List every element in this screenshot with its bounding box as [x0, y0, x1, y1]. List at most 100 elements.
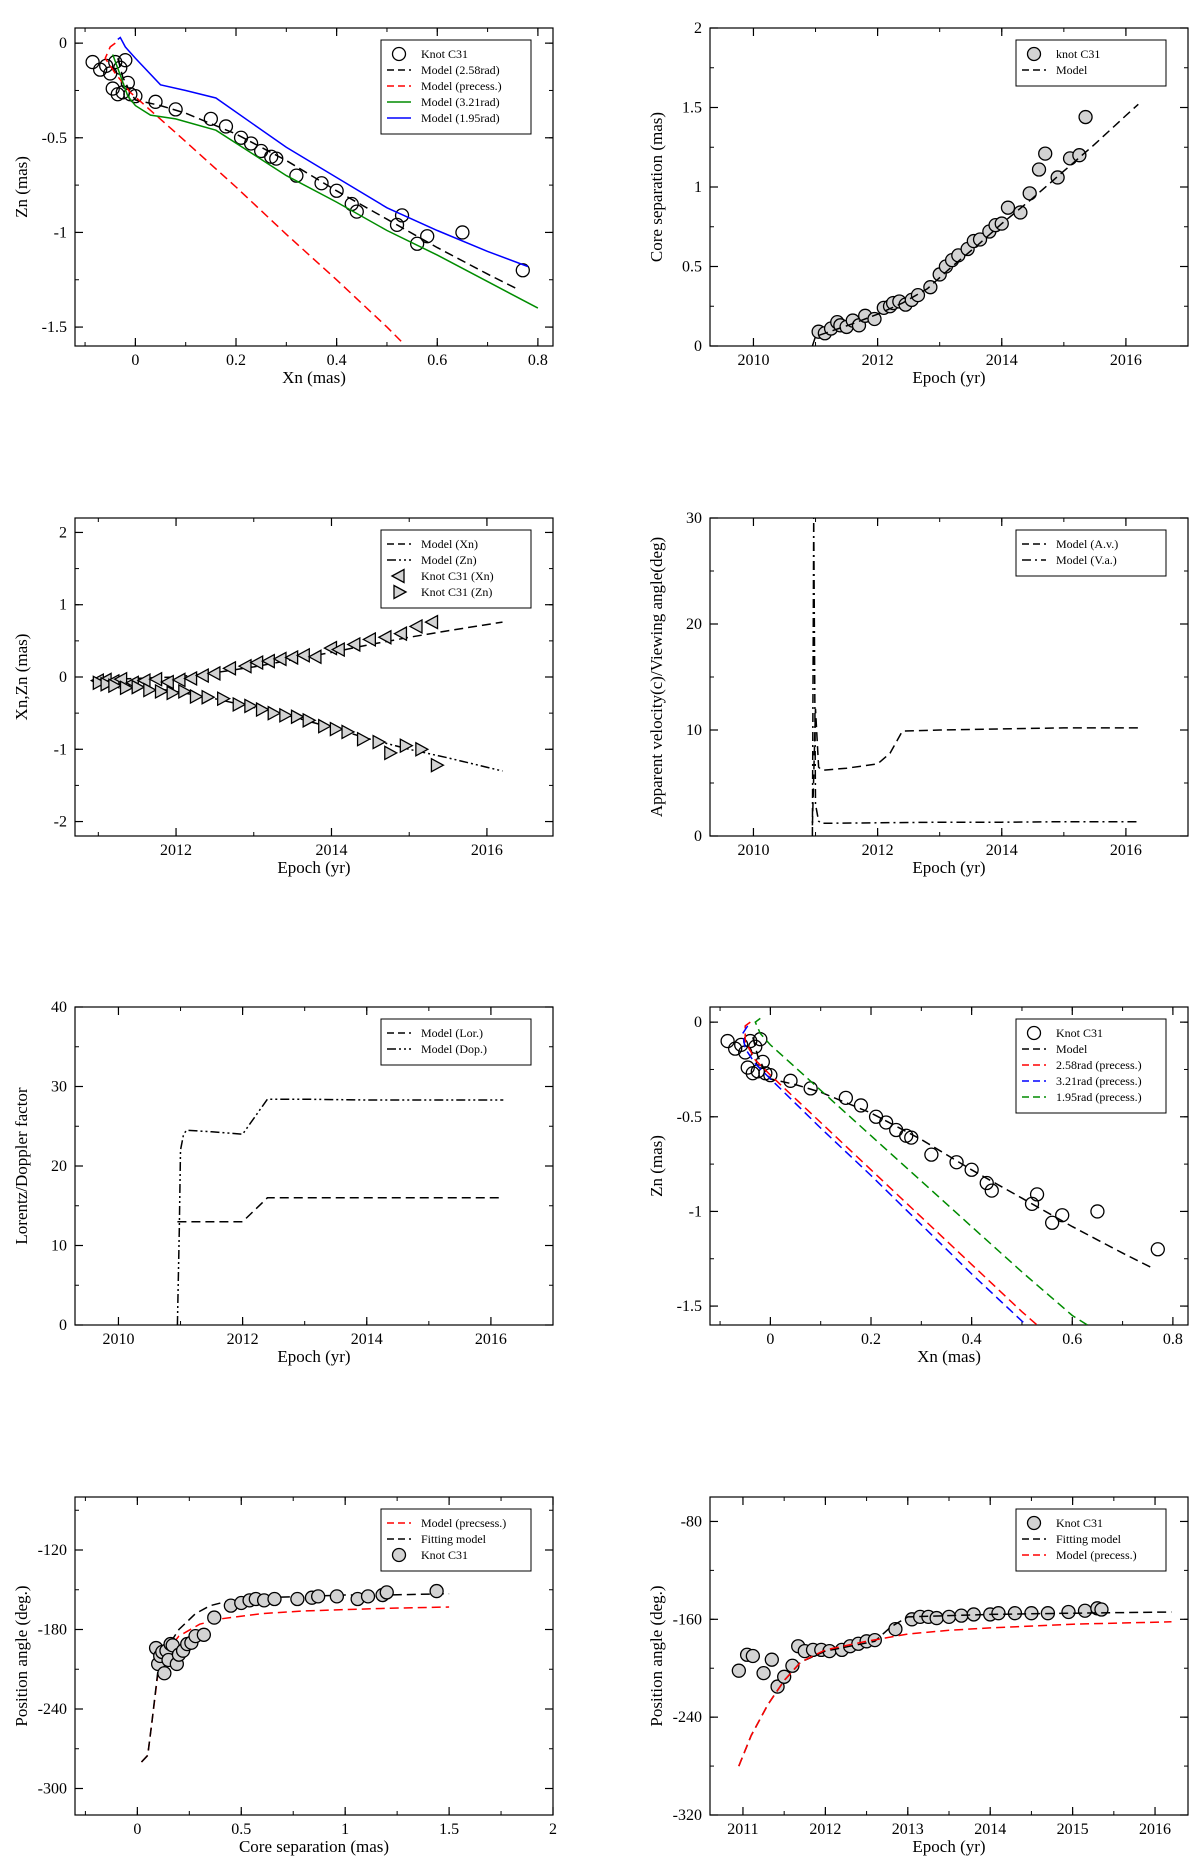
- data-point: [302, 712, 317, 728]
- data-point: [329, 1589, 345, 1604]
- y-tick-label: -1.5: [42, 319, 67, 336]
- y-tick-label: 20: [686, 616, 702, 633]
- y-tick-label: 10: [686, 722, 702, 739]
- data-point: [1013, 205, 1028, 220]
- x-tick-label: 0: [131, 352, 139, 369]
- x-tick-label: 2010: [737, 352, 769, 369]
- data-point: [237, 658, 252, 674]
- data-point: [430, 757, 445, 773]
- y-axis-label: Apparent velocity(c)/Viewing angle(deg): [647, 537, 666, 817]
- data-point: [770, 1679, 785, 1694]
- y-tick-label: 1: [59, 597, 67, 614]
- y-tick-label: -0.5: [677, 1109, 702, 1126]
- y-tick-label: 0: [694, 828, 702, 845]
- data-point: [1055, 1208, 1070, 1223]
- y-tick-label: -0.5: [42, 130, 67, 147]
- plot-frame: [74, 1496, 554, 1816]
- data-point: [393, 626, 408, 642]
- data-point: [206, 665, 221, 681]
- plot-area: [89, 614, 503, 773]
- series-line-2: [176, 1098, 504, 1325]
- y-tick-label: -240: [38, 1701, 67, 1718]
- x-tick-label: 0: [133, 1821, 141, 1838]
- data-point: [910, 287, 926, 303]
- plot-area: [176, 1098, 504, 1325]
- data-point: [838, 1090, 854, 1106]
- data-point: [178, 683, 193, 700]
- y-tick-label: 2: [59, 524, 67, 541]
- plot-frame: [709, 1006, 1189, 1326]
- plot-area: [140, 1583, 450, 1763]
- legend-label: Model (Lor.): [421, 1026, 483, 1040]
- series-line-1: [811, 708, 1139, 826]
- plot-area: [811, 103, 1139, 346]
- data-point: [408, 618, 423, 635]
- data-point: [924, 1147, 939, 1162]
- data-point: [222, 660, 237, 676]
- plot-frame: [74, 27, 554, 347]
- y-axis-label: Zn (mas): [12, 156, 31, 218]
- data-point: [455, 225, 470, 240]
- y-tick-label: -180: [38, 1622, 67, 1639]
- x-tick-label: 0.4: [962, 1331, 982, 1348]
- y-tick-label: -1: [689, 1203, 702, 1220]
- x-tick-label: 2016: [471, 842, 503, 859]
- data-point: [1094, 1602, 1109, 1617]
- x-axis-label: Epoch (yr): [912, 858, 985, 877]
- plot-area: [731, 1601, 1172, 1767]
- y-axis-label: Position angle (deg.): [647, 1585, 666, 1726]
- data-point: [341, 724, 356, 740]
- legend-marker: [391, 1547, 407, 1563]
- data-point: [290, 709, 305, 725]
- series-line-1: [94, 621, 503, 681]
- y-tick-label: 0: [59, 35, 67, 52]
- data-point: [1077, 1603, 1093, 1618]
- x-tick-label: 2014: [986, 352, 1018, 369]
- legend-marker: [1026, 1515, 1042, 1531]
- x-tick-label: 2015: [1057, 1821, 1089, 1838]
- data-point: [157, 1666, 172, 1681]
- data-point: [108, 678, 123, 694]
- x-tick-label: 2016: [1110, 842, 1142, 859]
- y-tick-label: -240: [673, 1709, 702, 1726]
- y-tick-label: 1: [694, 179, 702, 196]
- data-point: [295, 647, 310, 663]
- series-line-2: [738, 1611, 1172, 1767]
- x-axis-label: Core separation (mas): [239, 1837, 389, 1856]
- legend-box: [380, 1018, 532, 1066]
- data-point: [269, 151, 284, 166]
- legend-marker: [1026, 1025, 1042, 1041]
- data-point: [284, 649, 299, 666]
- series-line-2: [140, 1592, 450, 1763]
- data-point: [1150, 1242, 1165, 1257]
- series-line-4: [741, 1025, 1028, 1325]
- y-axis-label: Zn (mas): [647, 1135, 666, 1197]
- y-tick-label: -2: [54, 814, 67, 831]
- y-tick-label: 30: [51, 1079, 67, 1096]
- data-point: [159, 674, 174, 690]
- data-point: [243, 136, 259, 151]
- y-tick-label: 0: [59, 669, 67, 686]
- x-tick-label: 2013: [892, 1821, 924, 1838]
- data-point: [745, 1648, 761, 1664]
- data-point: [1061, 1604, 1076, 1620]
- data-point: [244, 698, 259, 714]
- legend-label: Model (precess.): [421, 79, 502, 93]
- data-point: [379, 1585, 394, 1600]
- data-point: [964, 1162, 979, 1177]
- data-point: [356, 731, 371, 747]
- legend-box: [1015, 1508, 1167, 1572]
- legend-label: Knot C31 (Xn): [421, 569, 494, 583]
- data-point: [923, 280, 938, 295]
- data-point: [734, 1037, 749, 1053]
- data-point: [249, 654, 264, 671]
- data-point: [194, 667, 209, 684]
- x-tick-label: 2014: [986, 842, 1018, 859]
- data-point: [100, 676, 115, 692]
- y-tick-label: -120: [38, 1542, 67, 1559]
- data-point: [1007, 1606, 1023, 1621]
- data-point: [384, 745, 399, 761]
- data-point: [207, 1610, 222, 1625]
- x-tick-label: 2016: [1139, 1821, 1171, 1838]
